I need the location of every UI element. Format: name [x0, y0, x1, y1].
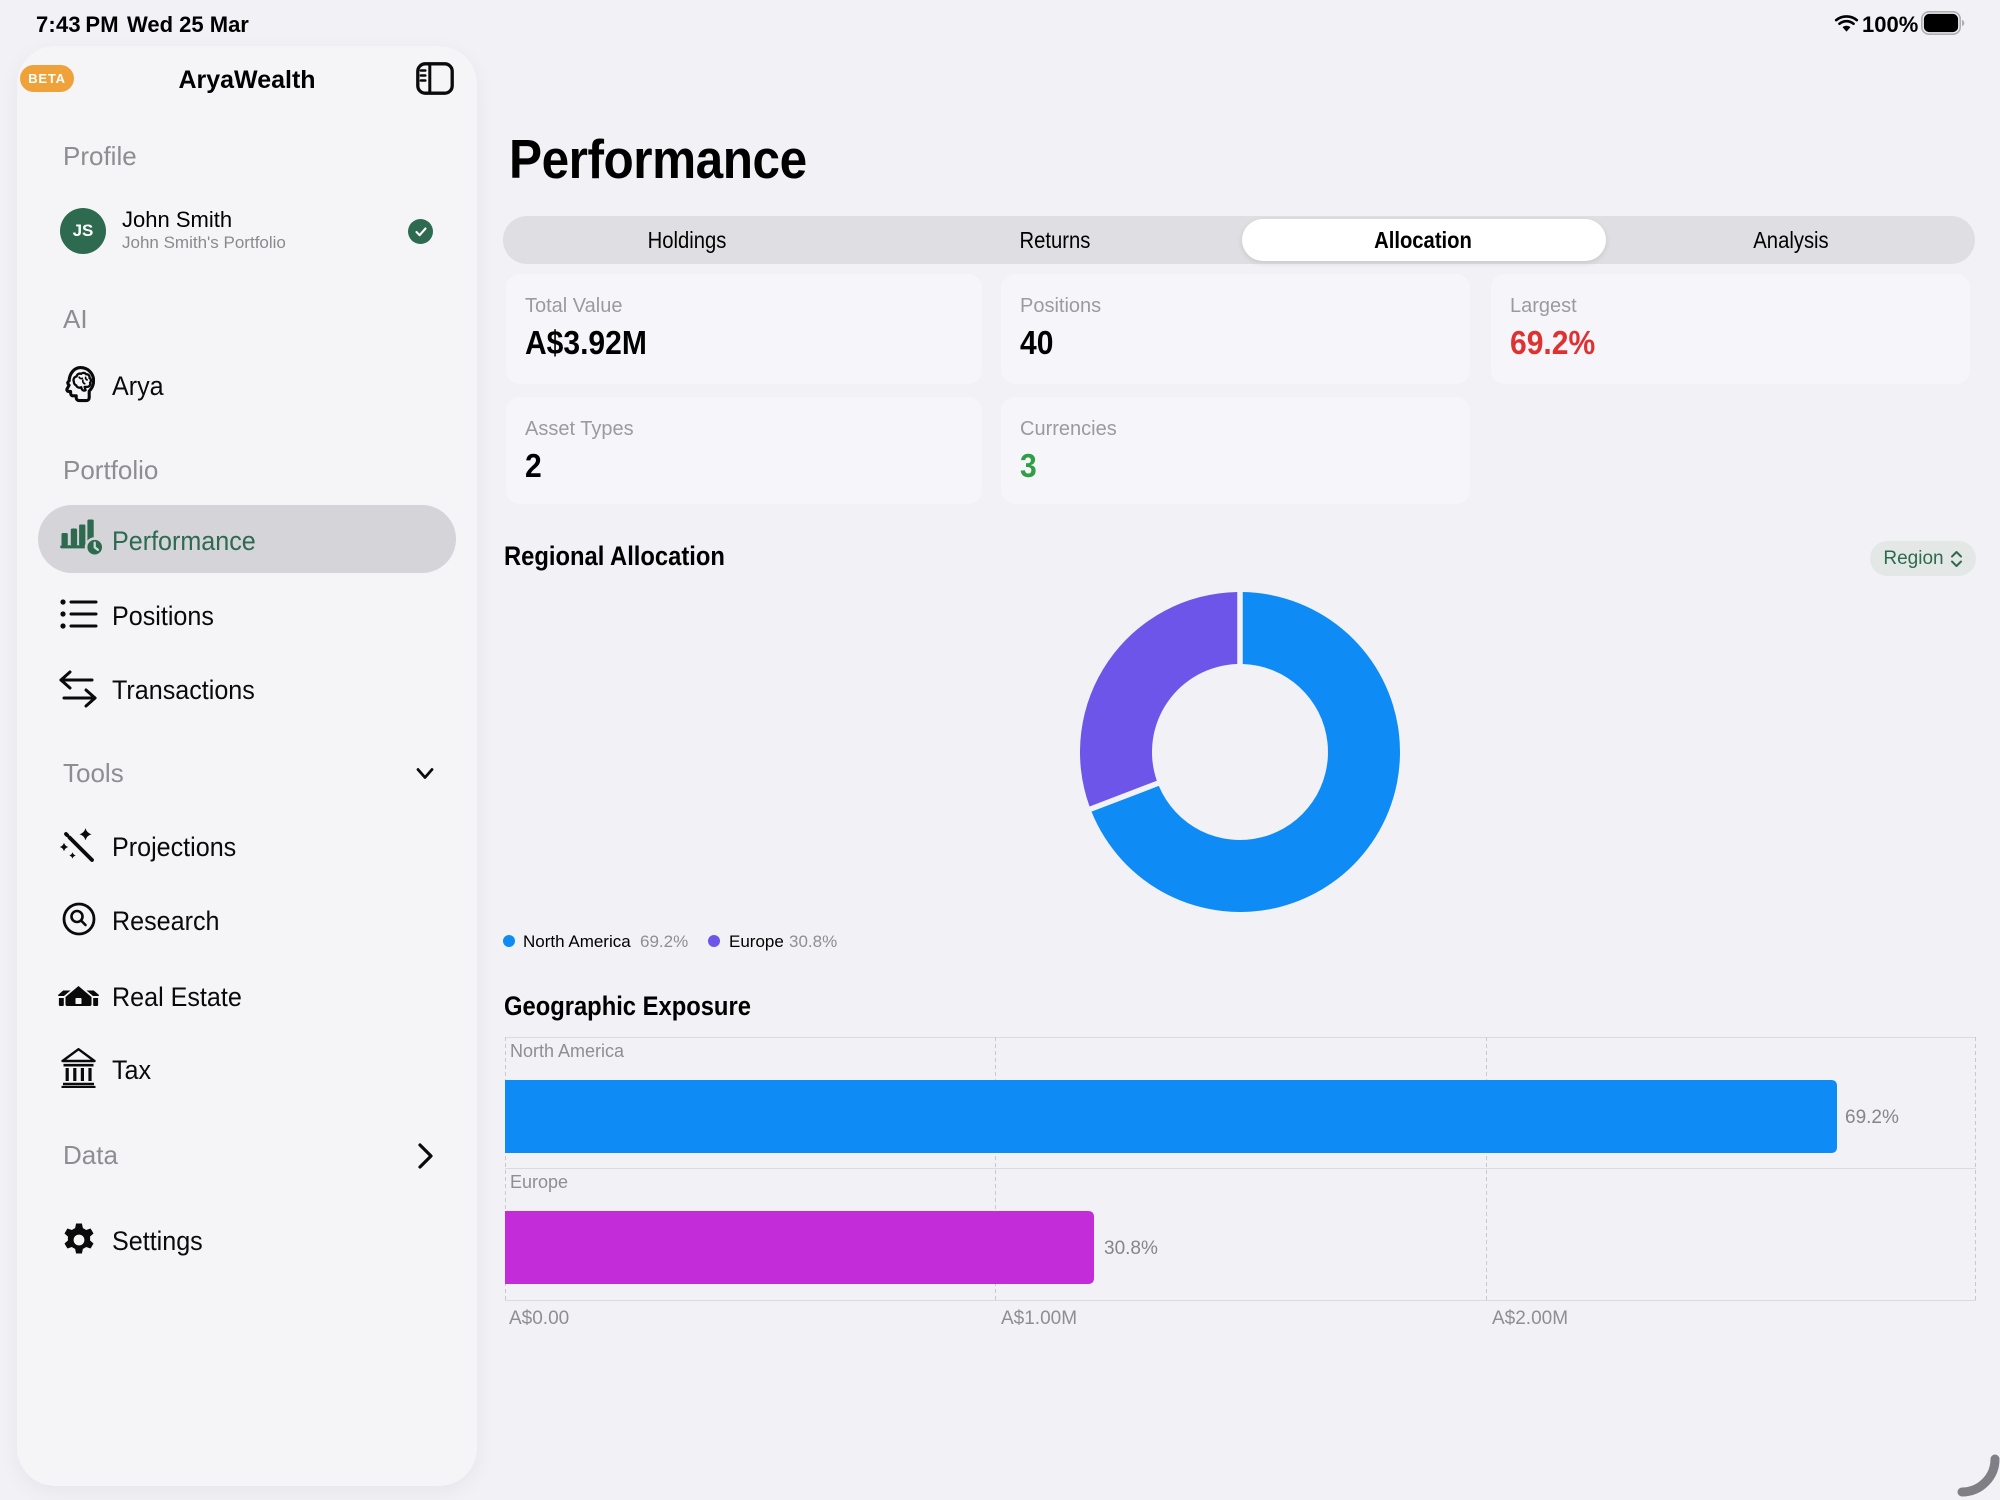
svg-text:Europe: Europe: [510, 1172, 568, 1192]
svg-text:North America: North America: [510, 1041, 625, 1061]
svg-text:A$1.00M: A$1.00M: [1001, 1308, 1077, 1329]
svg-text:30.8%: 30.8%: [1104, 1238, 1158, 1259]
svg-text:69.2%: 69.2%: [1845, 1107, 1899, 1128]
svg-text:A$0.00: A$0.00: [509, 1308, 569, 1329]
svg-text:A$2.00M: A$2.00M: [1492, 1308, 1568, 1329]
